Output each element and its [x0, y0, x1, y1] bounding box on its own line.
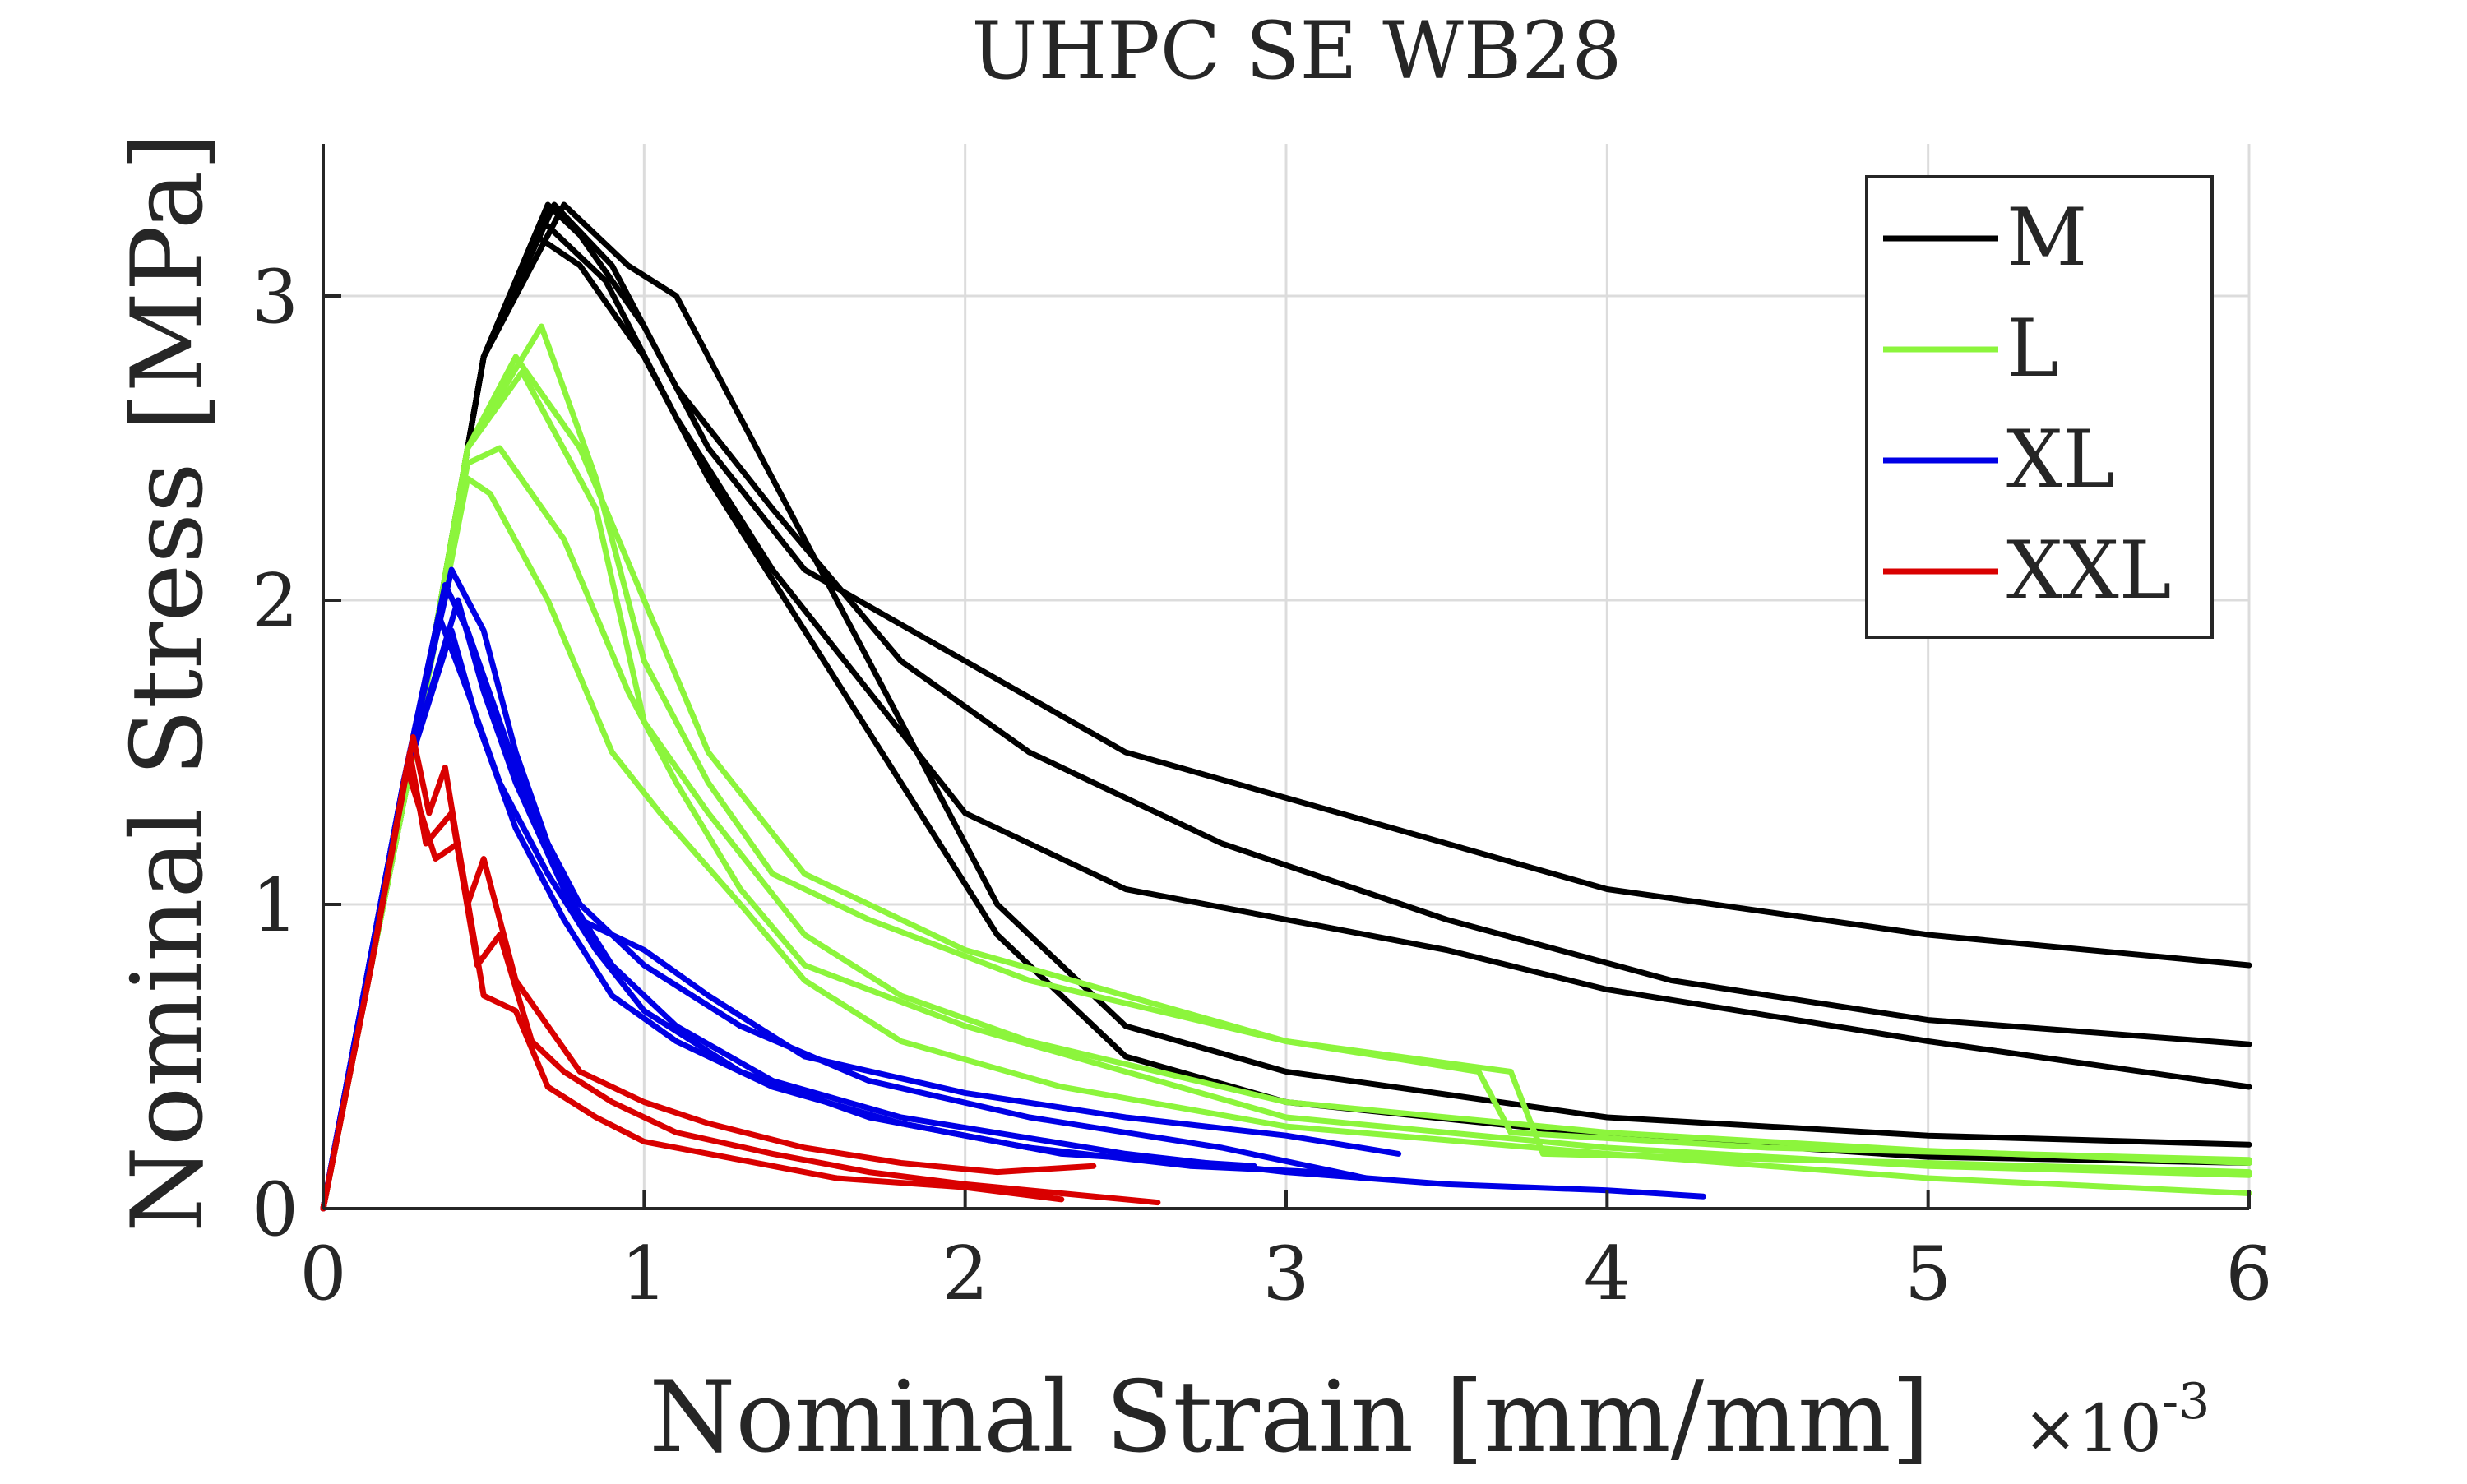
x-multiplier: ×10-3 [2023, 1373, 2210, 1467]
series-line-m [320, 201, 2252, 1212]
legend-label-xxl: XXL [2006, 525, 2171, 617]
series-line-xxl [320, 765, 1065, 1212]
legend-label-m: M [2006, 192, 2087, 284]
x-tick-label: 1 [621, 1231, 668, 1317]
legend: M L XL XXL [1865, 175, 2214, 639]
x-tick-label: 2 [942, 1231, 988, 1317]
legend-label-xl: XL [2006, 414, 2115, 506]
y-tick-label: 3 [252, 254, 299, 340]
x-tick-label: 4 [1584, 1231, 1631, 1317]
series-line-xl [320, 597, 1706, 1212]
series-line-xl [320, 627, 1257, 1212]
y-tick-label: 0 [252, 1167, 299, 1253]
x-multiplier-exponent: -3 [2162, 1373, 2210, 1431]
legend-label-l: L [2006, 303, 2059, 395]
legend-box [1865, 175, 2214, 639]
y-tick-label: 1 [252, 862, 299, 949]
series-line-l [320, 369, 2252, 1212]
x-multiplier-base: ×10 [2023, 1390, 2162, 1467]
y-tick-label: 2 [252, 558, 299, 645]
x-tick-label: 0 [299, 1231, 346, 1317]
x-axis-label: Nominal Strain [mm/mm] [649, 1361, 1929, 1475]
x-tick-label: 6 [2225, 1231, 2272, 1317]
series-line-l [320, 445, 2252, 1212]
x-tick-label: 3 [1262, 1231, 1309, 1317]
series-line-l [320, 475, 2252, 1212]
ticks-layer: 0 1 2 3 4 5 6 0 1 2 3 [252, 254, 2273, 1317]
series-line-xxl [320, 734, 1097, 1212]
series-layer [320, 201, 2252, 1212]
y-axis-label: Nominal Stress [MPa] [111, 132, 225, 1232]
series-line-xl [320, 582, 1370, 1212]
x-tick-label: 5 [1905, 1231, 1951, 1317]
chart-title: UHPC SE WB28 [972, 5, 1622, 97]
